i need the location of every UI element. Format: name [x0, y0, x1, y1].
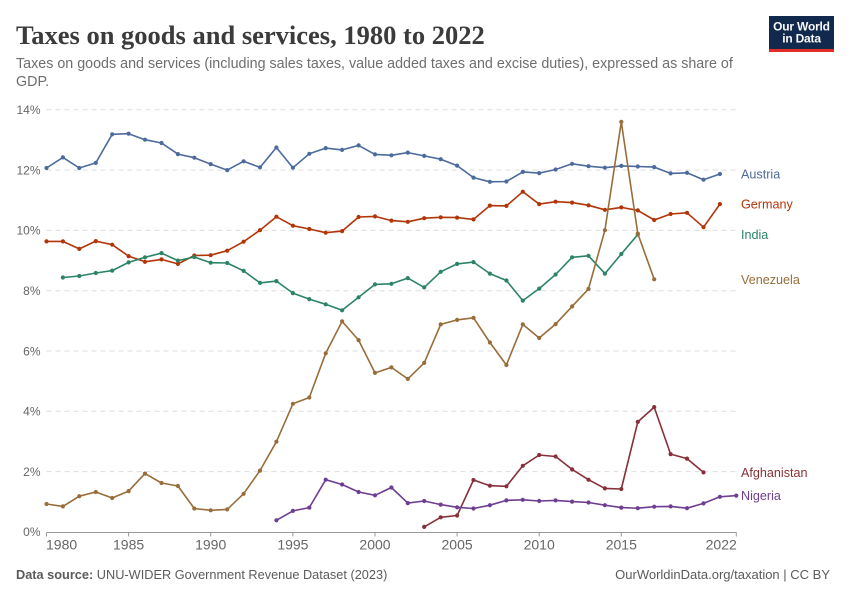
- svg-text:2005: 2005: [442, 537, 473, 553]
- svg-text:Austria: Austria: [741, 168, 780, 182]
- svg-text:2022: 2022: [706, 537, 737, 553]
- svg-text:10%: 10%: [16, 224, 40, 238]
- svg-text:1980: 1980: [46, 537, 77, 553]
- svg-text:Nigeria: Nigeria: [741, 489, 781, 503]
- svg-text:2%: 2%: [23, 465, 41, 479]
- svg-text:4%: 4%: [23, 405, 41, 419]
- svg-text:2010: 2010: [524, 537, 555, 553]
- svg-text:2015: 2015: [606, 537, 637, 553]
- svg-text:Venezuela: Venezuela: [741, 273, 800, 287]
- svg-text:Our World: Our World: [773, 20, 830, 34]
- svg-text:Taxes on goods and services (i: Taxes on goods and services (including s…: [16, 56, 733, 72]
- svg-text:2000: 2000: [359, 537, 390, 553]
- svg-text:Data source: UNU-WIDER Governm: Data source: UNU-WIDER Government Revenu…: [16, 567, 387, 582]
- svg-text:12%: 12%: [16, 163, 40, 177]
- svg-text:0%: 0%: [23, 525, 41, 539]
- svg-text:GDP.: GDP.: [16, 74, 49, 90]
- svg-text:Taxes on goods and services, 1: Taxes on goods and services, 1980 to 202…: [16, 20, 485, 50]
- svg-text:1995: 1995: [277, 537, 308, 553]
- svg-text:8%: 8%: [23, 284, 41, 298]
- svg-text:OurWorldinData.org/taxation |: OurWorldinData.org/taxation | CC BY: [615, 567, 830, 582]
- svg-text:India: India: [741, 228, 768, 242]
- svg-text:6%: 6%: [23, 344, 41, 358]
- svg-text:in Data: in Data: [782, 31, 821, 45]
- svg-text:1985: 1985: [113, 537, 144, 553]
- svg-text:Germany: Germany: [741, 198, 793, 212]
- svg-text:1990: 1990: [195, 537, 226, 553]
- svg-text:14%: 14%: [16, 103, 40, 117]
- svg-text:Afghanistan: Afghanistan: [741, 466, 808, 480]
